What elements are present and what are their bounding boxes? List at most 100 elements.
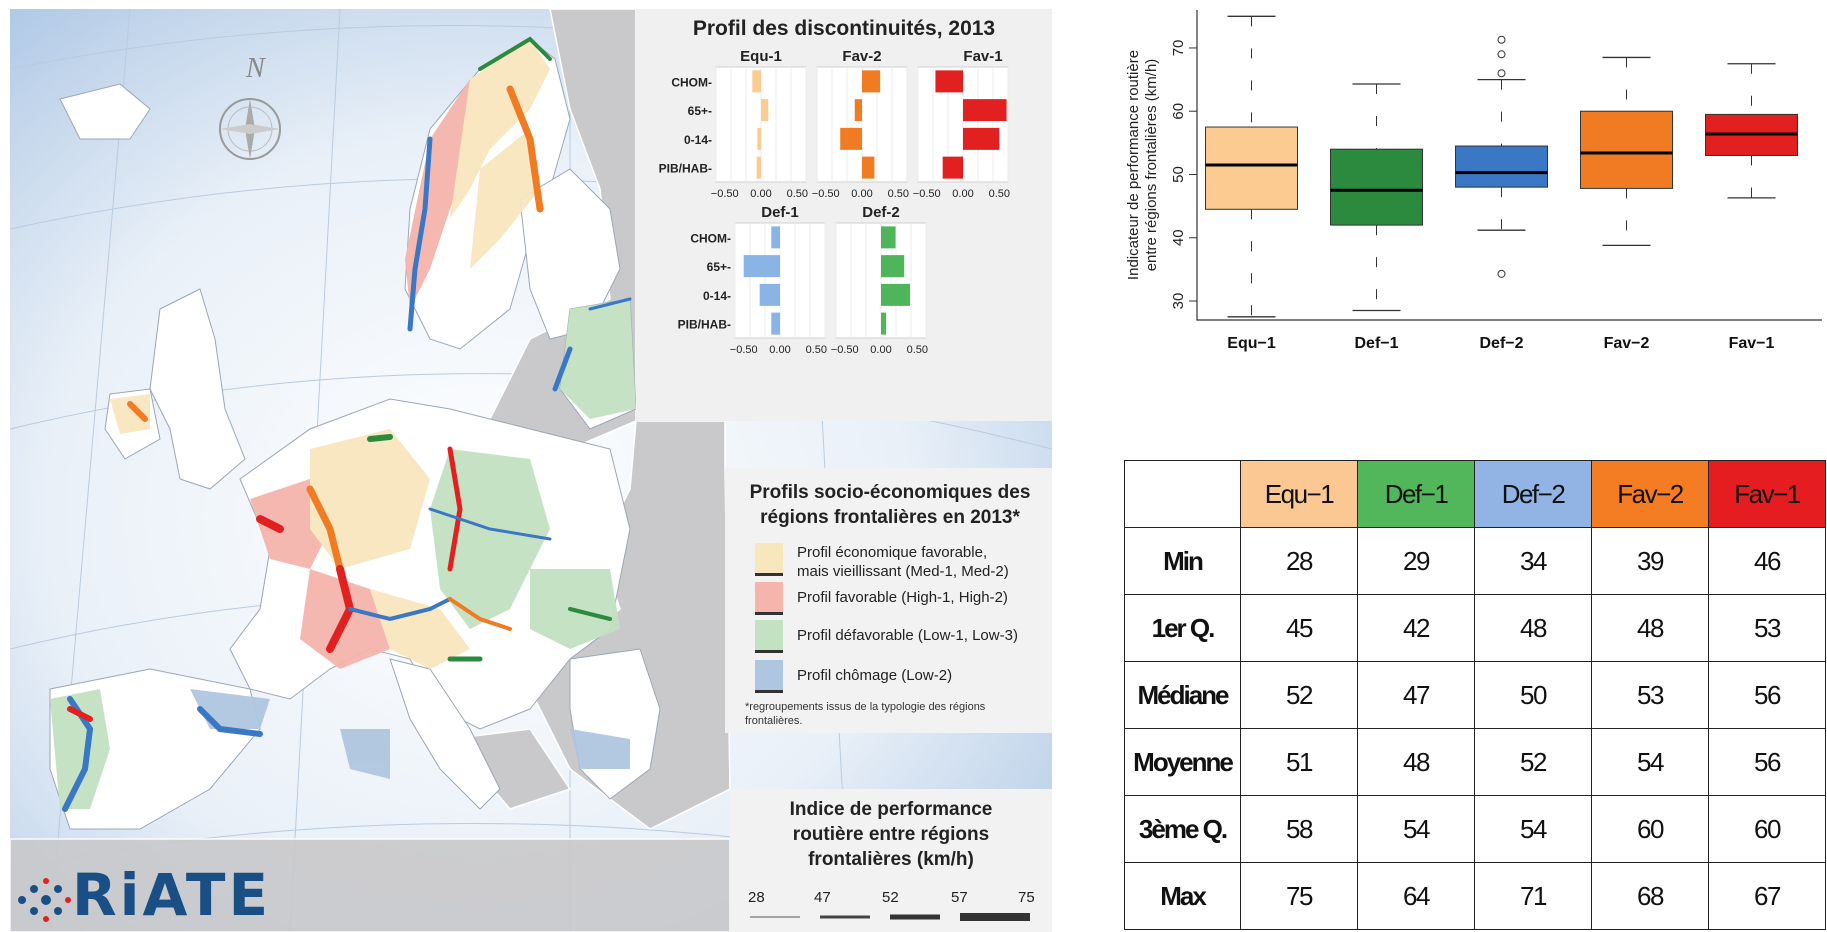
profile-bar: [963, 127, 1000, 150]
road-discontinuities: [62, 36, 632, 812]
row-label: Médiane: [1124, 661, 1241, 729]
road-title-line1: Indice de performance: [789, 799, 993, 820]
table-cell: 48: [1591, 594, 1709, 662]
profile-bar: [759, 283, 780, 306]
table-row: Min 28 29 34 39 46: [1124, 527, 1826, 595]
profile-panel-title: Def-2: [862, 204, 900, 221]
outlier-point: [1497, 35, 1506, 44]
profile-tick-label: 0.50: [907, 344, 928, 356]
box-4: Fav−1: [1705, 63, 1798, 352]
socio-legend-note: *regroupements issus de la typologie des…: [745, 700, 1045, 728]
box-2: Def−2: [1455, 35, 1548, 352]
europe-map: N Profil des discontinuités, 2013 Equ-1 C…: [10, 9, 1052, 932]
outlier-point: [1497, 69, 1506, 78]
x-category-label: Def−2: [1479, 335, 1523, 352]
road-break-1: 47: [814, 889, 831, 906]
profile-tick-label: 0.00: [870, 344, 891, 356]
profile-tick-label: 0.00: [851, 188, 872, 200]
x-category-label: Fav−1: [1729, 335, 1775, 352]
y-tick-label: 70: [1170, 40, 1187, 57]
col-equ1: Equ−1: [1240, 460, 1358, 528]
profile-variable-label: 0-14-: [703, 289, 731, 303]
socio-regions: [50, 39, 636, 809]
profile-bar: [757, 127, 761, 150]
profile-panel-def-2: Def-2 −0.50 0.00 0.50: [831, 204, 928, 356]
profile-bar: [963, 99, 1007, 122]
legend-swatch: [755, 660, 783, 693]
table-cell: 54: [1357, 795, 1475, 863]
table-cell: 53: [1591, 661, 1709, 729]
profile-charts: Equ-1 CHOM- 65+- 0-14- PIB/HAB- −0.50 0.00 0.50…: [659, 48, 1010, 356]
socio-legend-title-line1: Profils socio-économiques des: [749, 482, 1031, 503]
table-cell: 60: [1708, 795, 1826, 863]
table-cell: 56: [1708, 661, 1826, 729]
box-1: Def−1: [1330, 83, 1423, 352]
profile-bar: [756, 156, 761, 179]
stats-table: Equ−1 Def−1 Def−2 Fav−2 Fav−1 Min 28 29 34 3…: [1124, 460, 1826, 930]
profile-bar: [862, 70, 881, 93]
table-row: 3ème Q. 58 54 54 60 60: [1124, 795, 1826, 863]
row-label: Moyenne: [1124, 728, 1241, 796]
profile-panel-fav-1: Fav-1 −0.50 0.00 0.50: [913, 48, 1010, 200]
note-line1: *regroupements issus de la typologie des…: [745, 701, 986, 713]
table-header-row: Equ−1 Def−1 Def−2 Fav−2 Fav−1: [1124, 460, 1826, 528]
x-category-label: Def−1: [1354, 335, 1398, 352]
profile-tick-label: 0.00: [750, 188, 771, 200]
profile-bar: [752, 70, 761, 93]
road-legend-title: Indice de performance routière entre rég…: [730, 797, 1052, 872]
row-label: 3ème Q.: [1124, 795, 1241, 863]
col-def2: Def−2: [1474, 460, 1592, 528]
road-legend-lines: [750, 913, 1030, 921]
road-break-2: 52: [882, 889, 899, 906]
profile-variable-label: CHOM-: [671, 75, 712, 89]
profile-variable-label: 0-14-: [684, 133, 712, 147]
note-line2: frontalières.: [745, 715, 803, 727]
profile-bar: [771, 312, 780, 335]
table-cell: 56: [1708, 728, 1826, 796]
row-label: 1er Q.: [1124, 594, 1241, 662]
profile-tick-label: −0.50: [812, 188, 840, 200]
legend-label-line1: Profil économique favorable,: [797, 544, 988, 561]
table-cell: 34: [1474, 527, 1592, 595]
profile-bar: [743, 255, 780, 278]
profile-panel-title: Fav-1: [963, 48, 1002, 65]
y-axis-label-line1: Indicateur de performance routière: [1125, 50, 1142, 280]
road-break-4: 75: [1018, 889, 1035, 906]
table-row: Médiane 52 47 50 53 56: [1124, 661, 1826, 729]
legend-label: Profil défavorable (Low-1, Low-3): [797, 627, 1018, 644]
box-iqr: [1455, 145, 1548, 188]
table-cell: 53: [1708, 594, 1826, 662]
row-label: Max: [1124, 862, 1241, 930]
table-cell: 39: [1591, 527, 1709, 595]
table-cell: 47: [1357, 661, 1475, 729]
table-cell: 58: [1240, 795, 1358, 863]
profile-tick-label: −0.50: [913, 188, 941, 200]
legend-label: Profil favorable (High-1, High-2): [797, 589, 1008, 606]
profile-panel-def-1: Def-1 CHOM- 65+- 0-14- PIB/HAB- −0.50 0.00 0.50: [678, 204, 827, 356]
legend-swatch: [755, 582, 783, 615]
box-0: Equ−1: [1205, 15, 1298, 352]
profile-bar: [840, 127, 862, 150]
box-iqr: [1330, 148, 1423, 226]
table-cell: 54: [1474, 795, 1592, 863]
socio-legend: Profils socio-économiques des régions fr…: [725, 468, 1052, 733]
table-cell: 52: [1240, 661, 1358, 729]
road-break-0: 28: [748, 889, 765, 906]
profile-tick-label: 0.00: [952, 188, 973, 200]
table-cell: 48: [1474, 594, 1592, 662]
profile-bar: [771, 226, 780, 249]
table-cell: 54: [1591, 728, 1709, 796]
table-cell: 51: [1240, 728, 1358, 796]
profile-bar: [881, 283, 911, 306]
socio-legend-title: Profils socio-économiques des régions fr…: [725, 480, 1052, 530]
profile-tick-label: 0.50: [787, 188, 808, 200]
table-cell: 50: [1474, 661, 1592, 729]
x-category-label: Fav−2: [1604, 335, 1650, 352]
table-cell: 48: [1357, 728, 1475, 796]
profile-panel: Profil des discontinuités, 2013 Equ-1 CHO…: [636, 9, 1052, 421]
y-axis-label-line2: entre régions frontalières (km/h): [1143, 59, 1160, 272]
y-tick-label: 30: [1170, 293, 1187, 310]
boxplot-chart: 30 40 50 60 70 Indicateur de performance rout…: [1125, 10, 1822, 352]
table-cell: 29: [1357, 527, 1475, 595]
table-cell: 68: [1591, 862, 1709, 930]
